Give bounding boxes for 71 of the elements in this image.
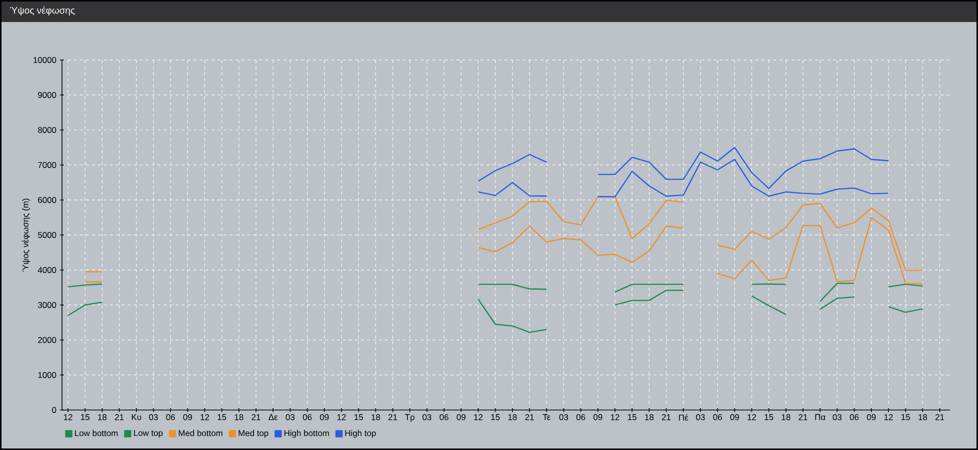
x-tick-label: Τε [542,414,550,420]
x-tick-label: 03 [832,414,842,420]
y-tick-label: 8000 [38,126,56,133]
x-tick-label: 12 [610,414,620,420]
x-tick-label: 12 [64,414,72,420]
x-tick-label: 09 [730,414,739,420]
x-tick-label: 09 [320,414,329,420]
x-tick-label: 06 [713,414,722,420]
x-tick-label: 18 [918,414,928,420]
y-tick-label: 4000 [38,266,56,273]
x-tick-label: 03 [149,414,158,420]
x-tick-label: 21 [388,414,398,420]
legend-label: Low top [134,430,163,438]
x-tick-label: Τρ [405,414,415,422]
x-tick-label: 09 [183,414,192,420]
y-tick-label: 6000 [38,196,56,203]
x-tick-label: 18 [508,414,517,420]
x-tick-label: 15 [628,414,636,420]
x-tick-label: Πέ [679,414,688,421]
x-tick-label: 06 [166,414,175,420]
x-tick-label: 15 [81,414,90,420]
x-tick-label: 06 [576,414,586,420]
x-tick-label: 06 [850,414,859,420]
x-tick-label: Κυ [132,414,142,420]
x-tick-label: 03 [696,414,705,420]
x-tick-label: 18 [782,414,790,420]
y-tick-label: 5000 [38,232,56,238]
x-tick-label: 06 [440,414,448,420]
chart-title: Ύψος νέφωσης [10,6,75,16]
x-tick-label: 15 [218,414,226,420]
x-tick-label: 03 [422,414,432,420]
x-tick-label: 12 [474,414,483,420]
x-tick-label: 09 [594,414,602,420]
y-axis-title: Ύψος νέφωσης (m) [22,198,30,272]
x-tick-label: 12 [884,414,893,420]
x-tick-label: 15 [491,414,500,420]
x-tick-label: 12 [337,414,346,420]
x-tick-label: 21 [662,414,671,420]
x-tick-label: 21 [114,414,124,420]
legend-label: Low bottom [75,430,118,436]
x-tick-label: 21 [935,414,944,420]
x-tick-label: 15 [901,414,910,420]
x-tick-label: 21 [798,414,808,420]
legend-label: High bottom [284,430,329,438]
x-tick-label: 06 [302,414,312,420]
x-tick-label: 03 [559,414,568,420]
x-tick-label: 21 [525,414,534,420]
x-tick-label: 03 [286,414,295,420]
x-tick-label: 12 [200,414,210,420]
y-tick-label: 2000 [38,336,56,343]
x-tick-label: 18 [372,414,380,420]
y-tick-label: 1000 [38,372,56,378]
y-tick-label: 3000 [38,302,56,308]
y-tick-label: 10000 [34,56,56,63]
x-tick-label: 18 [234,414,244,420]
legend-label: Med top [238,430,268,438]
x-tick-label: Πα [815,414,826,420]
y-tick-label: 0 [52,406,56,413]
x-tick-label: 18 [98,414,107,420]
legend-label: Med bottom [178,430,222,436]
x-tick-label: 12 [748,414,756,420]
x-tick-label: 09 [456,414,466,420]
x-tick-label: 15 [354,414,363,420]
x-tick-label: 09 [867,414,876,420]
x-tick-label: Δε [268,414,278,420]
legend-label: High top [345,430,376,438]
x-tick-label: 15 [764,414,774,420]
y-tick-label: 9000 [38,92,56,98]
y-tick-label: 7000 [38,162,56,168]
x-tick-label: 18 [645,414,654,420]
x-tick-label: 21 [252,414,260,420]
